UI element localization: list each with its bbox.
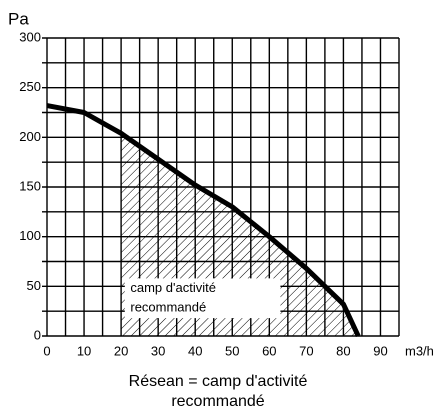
x-tick-label: 90 (373, 343, 387, 358)
fan-curve (46, 103, 361, 338)
x-tick-label: 70 (299, 343, 313, 358)
y-tick-label: 50 (27, 278, 41, 293)
x-tick-label: 40 (188, 343, 202, 358)
y-axis-label: Pa (8, 9, 29, 28)
x-tick-label: 20 (114, 343, 128, 358)
annotation: recommandé (130, 300, 206, 315)
x-axis-label: m3/h (405, 343, 434, 358)
annotation-box (124, 278, 281, 319)
annotation: camp d'activité (130, 280, 216, 295)
y-tick-label: 100 (19, 228, 41, 243)
x-tick-label: 10 (77, 343, 91, 358)
y-tick-label: 150 (19, 178, 41, 193)
caption: Résean = camp d'activité (129, 373, 308, 390)
y-tick-label: 300 (19, 29, 41, 44)
x-tick-label: 30 (151, 343, 165, 358)
x-tick-label: 80 (336, 343, 350, 358)
caption: recommandé (171, 393, 264, 410)
y-tick-label: 250 (19, 79, 41, 94)
y-tick-label: 200 (19, 129, 41, 144)
x-tick-label: 0 (43, 343, 50, 358)
x-tick-label: 60 (262, 343, 276, 358)
y-tick-label: 0 (34, 327, 41, 342)
x-tick-label: 50 (225, 343, 239, 358)
